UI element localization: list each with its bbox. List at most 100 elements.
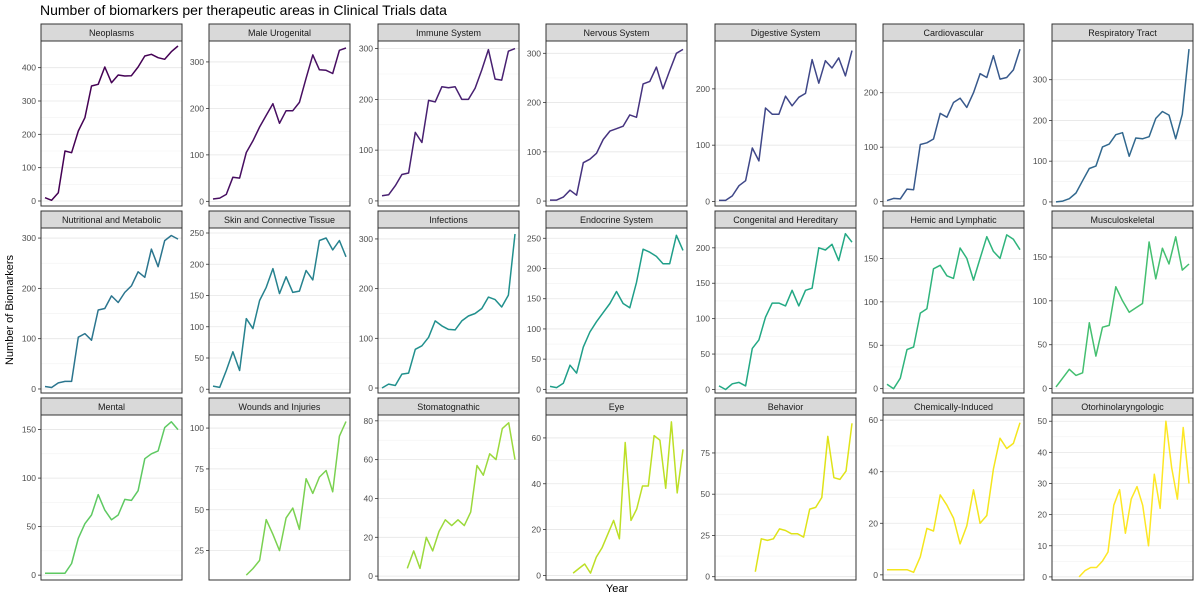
y-tick-label: 150 (696, 278, 710, 288)
y-tick-label: 200 (527, 98, 541, 108)
facet-strip-label: Male Urogenital (248, 28, 311, 38)
y-tick-label: 0 (368, 571, 373, 581)
y-tick-label: 40 (869, 467, 879, 477)
y-tick-label: 50 (27, 522, 37, 532)
facet-strip-label: Infections (429, 215, 468, 225)
y-tick-label: 0 (1042, 197, 1047, 207)
y-tick-label: 200 (190, 103, 204, 113)
y-axis-title: Number of Biomarkers (4, 254, 16, 365)
facet-strip-label: Hemic and Lymphatic (910, 215, 997, 225)
y-tick-label: 75 (195, 464, 205, 474)
y-tick-label: 50 (701, 489, 711, 499)
facet-strip-label: Endocrine System (580, 215, 653, 225)
y-tick-label: 150 (22, 425, 36, 435)
y-tick-label: 20 (869, 518, 879, 528)
y-tick-label: 50 (195, 353, 205, 363)
y-tick-label: 75 (701, 448, 711, 458)
facet-strip-label: Otorhinolaryngologic (1081, 402, 1164, 412)
facet-strip-label: Wounds and Injuries (239, 402, 321, 412)
y-tick-label: 0 (536, 384, 541, 394)
y-tick-label: 100 (22, 163, 36, 173)
y-tick-label: 200 (359, 284, 373, 294)
y-tick-label: 200 (864, 88, 878, 98)
y-tick-label: 150 (527, 294, 541, 304)
y-tick-label: 100 (1033, 156, 1047, 166)
y-tick-label: 0 (199, 196, 204, 206)
y-tick-label: 200 (22, 129, 36, 139)
y-tick-label: 250 (190, 228, 204, 238)
facet-strip-label: Nutritional and Metabolic (62, 215, 162, 225)
chart-title: Number of biomarkers per therapeutic are… (40, 2, 447, 18)
y-tick-label: 200 (22, 283, 36, 293)
y-tick-label: 250 (527, 233, 541, 243)
y-tick-label: 100 (190, 322, 204, 332)
y-tick-label: 300 (359, 44, 373, 54)
y-tick-label: 20 (364, 532, 374, 542)
y-tick-label: 100 (1033, 296, 1047, 306)
y-tick-label: 100 (359, 333, 373, 343)
y-tick-label: 0 (368, 383, 373, 393)
y-tick-label: 25 (195, 546, 205, 556)
y-tick-label: 0 (536, 196, 541, 206)
y-tick-label: 0 (199, 384, 204, 394)
y-tick-label: 20 (1038, 510, 1048, 520)
y-tick-label: 0 (536, 570, 541, 580)
y-tick-label: 40 (532, 479, 542, 489)
y-tick-label: 300 (22, 96, 36, 106)
y-tick-label: 400 (22, 63, 36, 73)
y-tick-label: 50 (1038, 416, 1048, 426)
y-tick-label: 100 (22, 334, 36, 344)
facet-strip-label: Nervous System (583, 28, 649, 38)
y-tick-label: 0 (1042, 572, 1047, 582)
y-tick-label: 60 (364, 455, 374, 465)
y-tick-label: 200 (696, 84, 710, 94)
facet-strip-label: Musculoskeletal (1090, 215, 1154, 225)
y-tick-label: 0 (31, 196, 36, 206)
facet-strip-label: Cardiovascular (923, 28, 983, 38)
y-tick-label: 150 (1033, 252, 1047, 262)
y-tick-label: 40 (364, 493, 374, 503)
y-tick-label: 100 (864, 142, 878, 152)
y-tick-label: 100 (527, 324, 541, 334)
y-tick-label: 150 (190, 291, 204, 301)
y-tick-label: 100 (190, 150, 204, 160)
y-tick-label: 0 (705, 384, 710, 394)
y-tick-label: 0 (368, 196, 373, 206)
y-tick-label: 80 (364, 416, 374, 426)
facet-strip-label: Chemically-Induced (914, 402, 993, 412)
y-tick-label: 60 (869, 415, 879, 425)
y-tick-label: 0 (873, 570, 878, 580)
y-tick-label: 300 (359, 234, 373, 244)
y-tick-label: 100 (359, 145, 373, 155)
y-tick-label: 100 (527, 147, 541, 157)
y-tick-label: 25 (701, 530, 711, 540)
y-tick-label: 50 (701, 349, 711, 359)
y-tick-label: 200 (190, 259, 204, 269)
facet-strip-label: Digestive System (751, 28, 821, 38)
facet-strip-label: Congenital and Hereditary (733, 215, 838, 225)
y-tick-label: 0 (705, 572, 710, 582)
y-tick-label: 0 (1042, 384, 1047, 394)
y-tick-label: 200 (359, 94, 373, 104)
y-tick-label: 20 (532, 525, 542, 535)
y-tick-label: 300 (527, 48, 541, 58)
y-tick-label: 150 (864, 253, 878, 263)
y-tick-label: 0 (873, 197, 878, 207)
y-tick-label: 200 (1033, 115, 1047, 125)
y-tick-label: 60 (532, 433, 542, 443)
y-tick-label: 300 (1033, 75, 1047, 85)
y-tick-label: 10 (1038, 541, 1048, 551)
y-tick-label: 100 (696, 140, 710, 150)
y-tick-label: 0 (705, 196, 710, 206)
y-tick-label: 200 (527, 263, 541, 273)
facet-strip-label: Mental (98, 402, 125, 412)
y-tick-label: 100 (864, 297, 878, 307)
facet-strip-label: Behavior (768, 402, 804, 412)
y-tick-label: 30 (1038, 478, 1048, 488)
y-tick-label: 50 (869, 340, 879, 350)
facet-strip-label: Respiratory Tract (1088, 28, 1157, 38)
y-tick-label: 100 (696, 314, 710, 324)
facet-strip-label: Stomatognathic (417, 402, 480, 412)
